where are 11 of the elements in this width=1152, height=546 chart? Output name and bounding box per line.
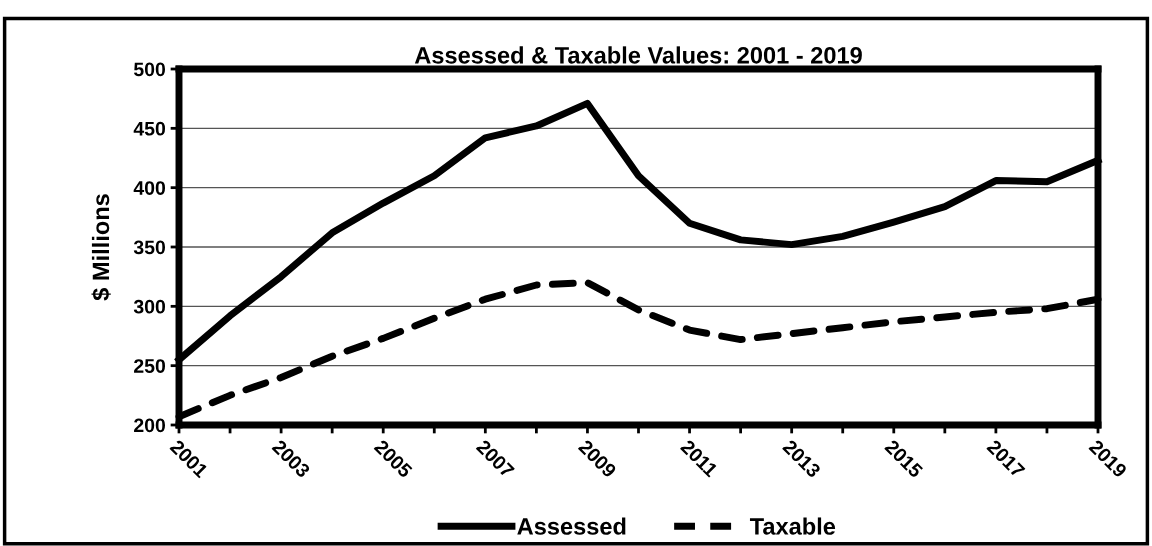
y-tick-label: 250 — [134, 359, 166, 373]
y-tick-label: 200 — [134, 418, 166, 433]
legend-label: Taxable — [749, 517, 836, 535]
y-axis-title: $ Millions — [91, 194, 111, 301]
legend-label: Assessed — [517, 517, 626, 535]
y-tick-label: 300 — [133, 299, 166, 314]
y-tick-label: 450 — [133, 121, 166, 136]
y-tick-label: 350 — [133, 240, 166, 255]
chart-title: Assessed & Taxable Values: 2001 - 2019 — [414, 46, 862, 64]
y-tick-label: 500 — [133, 62, 166, 77]
y-tick-label: 400 — [133, 181, 166, 195]
